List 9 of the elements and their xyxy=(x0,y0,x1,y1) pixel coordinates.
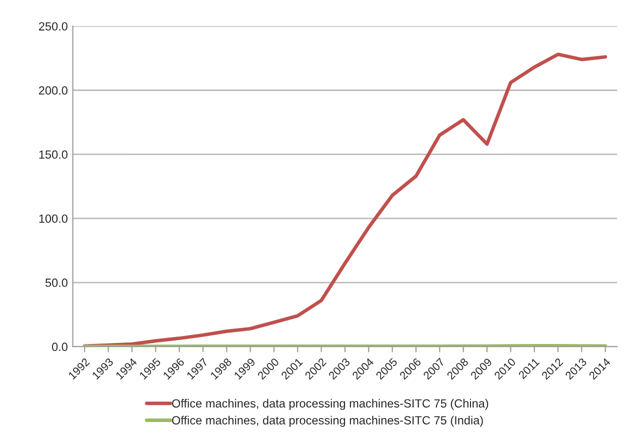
legend-label: Office machines, data processing machines-SITC 75 (China) xyxy=(172,398,488,410)
y-tick-label: 200.0 xyxy=(38,86,68,95)
legend-label: Office machines, data processing machines-SITC 75 (India) xyxy=(172,416,483,427)
y-tick-label: 50.0 xyxy=(45,278,68,287)
y-tick-label: 150.0 xyxy=(39,150,68,159)
y-tick-label: 100.0 xyxy=(39,214,68,223)
y-tick-label: 250.0 xyxy=(38,22,68,31)
y-tick-label: 0.0 xyxy=(52,342,68,352)
line-series xyxy=(82,52,608,347)
